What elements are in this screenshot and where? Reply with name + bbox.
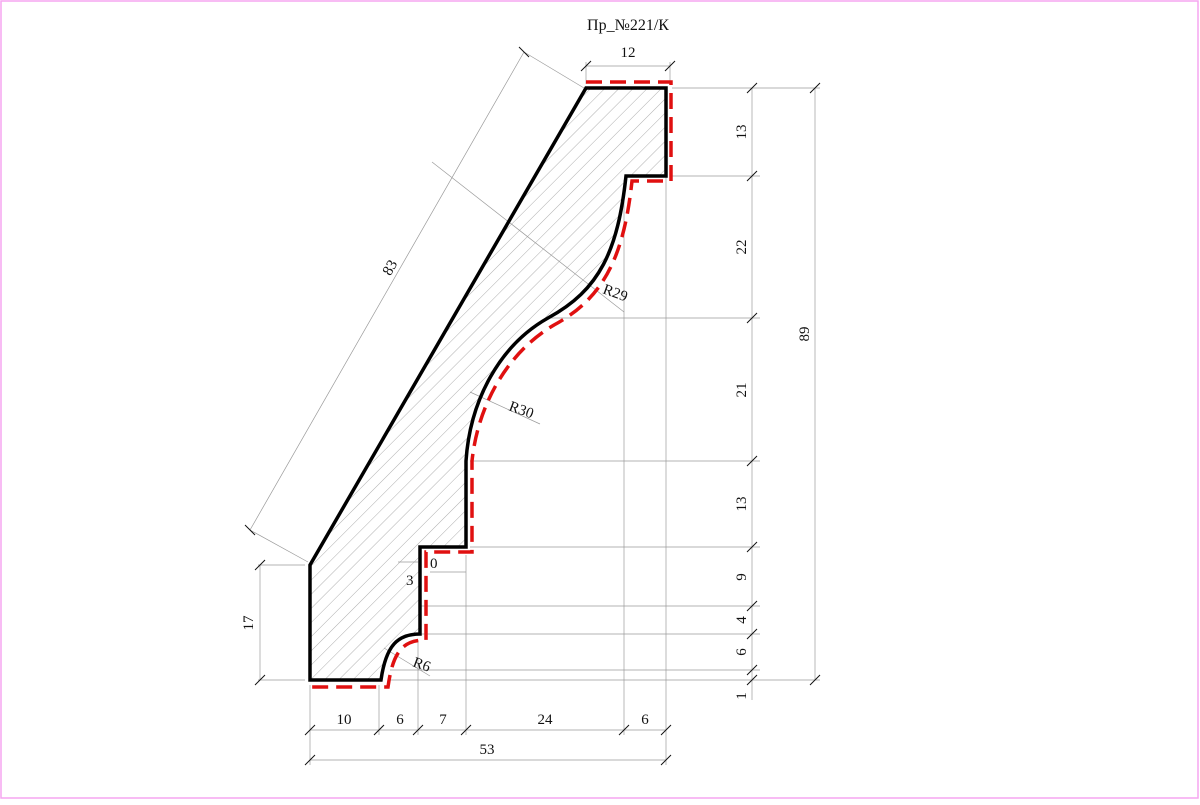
dim-radius-lower: R6 <box>411 655 433 676</box>
dim-bottom-2: 6 <box>396 712 404 728</box>
dim-radius-upper: R29 <box>601 282 630 306</box>
dim-left-height: 17 <box>241 615 257 631</box>
dim-slant-length: 83 <box>380 258 401 279</box>
drawing-title: Пр_№221/К <box>587 17 669 34</box>
right-dimension-labels: 13 22 21 13 9 4 6 1 89 <box>734 125 813 700</box>
extension-lines <box>249 51 820 765</box>
dim-right-5: 9 <box>734 573 750 581</box>
dim-step-offset: 0 <box>430 556 438 572</box>
dim-right-3: 21 <box>734 383 750 398</box>
dim-right-1: 13 <box>734 125 750 140</box>
dim-right-2: 22 <box>734 240 750 255</box>
dim-right-4: 13 <box>734 497 750 512</box>
dim-bottom-1: 10 <box>337 712 352 728</box>
dim-total-width: 53 <box>480 742 495 758</box>
dim-step-depth: 3 <box>406 573 414 589</box>
dim-bottom-3: 7 <box>439 712 447 728</box>
cut-line <box>310 80 673 689</box>
dim-right-7: 6 <box>734 648 750 656</box>
dim-bottom-4: 24 <box>538 712 554 728</box>
dim-right-8: 1 <box>734 692 750 700</box>
dim-total-height: 89 <box>797 327 813 342</box>
dimension-ticks <box>244 46 821 766</box>
moulding-profile <box>308 86 668 682</box>
dim-top-width: 12 <box>621 45 636 61</box>
dim-right-6: 4 <box>734 616 750 624</box>
dim-radius-middle: R30 <box>507 399 536 423</box>
bottom-dimension-labels: 10 6 7 24 6 53 <box>337 712 650 758</box>
dim-bottom-5: 6 <box>641 712 649 728</box>
